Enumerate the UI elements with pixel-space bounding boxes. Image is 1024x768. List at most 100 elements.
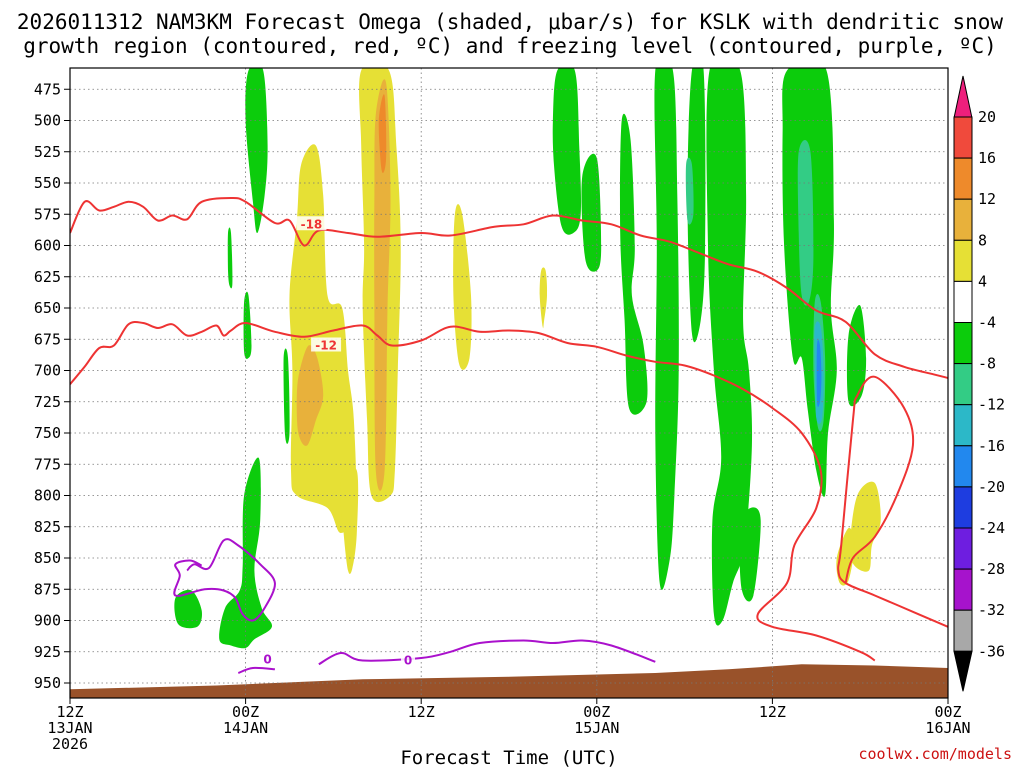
- y-tick-label-825: 825: [34, 518, 61, 536]
- colorbar-swatch: [953, 280, 973, 323]
- omega-region-teal: [797, 139, 814, 306]
- colorbar-swatch: [953, 527, 973, 570]
- contour-label-bg: [311, 337, 342, 352]
- colorbar-swatch: [953, 157, 973, 200]
- y-tick-label-800: 800: [34, 487, 61, 505]
- colorbar-label: -32: [978, 601, 1005, 619]
- omega-region-green: [687, 68, 706, 343]
- contour--18c-isotherm: [70, 196, 948, 379]
- contour-label: -18: [301, 217, 323, 231]
- omega-region-green: [243, 291, 252, 359]
- y-tick-label-525: 525: [34, 143, 61, 161]
- colorbar-label: -28: [978, 560, 1005, 578]
- omega-region-green: [552, 68, 582, 235]
- omega-region-green: [846, 305, 867, 407]
- omega-region-green: [581, 153, 602, 272]
- contour-label-bg: [296, 216, 327, 231]
- y-tick-label-850: 850: [34, 549, 61, 567]
- omega-region-darkorange: [378, 94, 387, 173]
- contour-label: 0: [404, 654, 412, 668]
- omega-region-green: [739, 507, 761, 602]
- credit-link[interactable]: coolwx.com/models: [858, 745, 1012, 763]
- x-tick-label: 00Z: [232, 703, 259, 721]
- x-tick-label: 00Z: [934, 703, 961, 721]
- x-tick-label: 12Z: [759, 703, 786, 721]
- colorbar-swatch: [953, 568, 973, 611]
- x-tick-label: 15JAN: [574, 719, 619, 737]
- chart-title-line1: 2026011312 NAM3KM Forecast Omega (shaded…: [17, 10, 1004, 34]
- colorbar-label: 12: [978, 190, 996, 208]
- colorbar-label: -20: [978, 478, 1005, 496]
- x-axis-title: Forecast Time (UTC): [400, 747, 617, 768]
- omega-region-green: [219, 457, 273, 649]
- colorbar-label: -4: [978, 314, 996, 332]
- x-tick-label: 00Z: [583, 703, 610, 721]
- colorbar-swatch: [953, 445, 973, 488]
- contour--12c-isotherm-warm-loop-: [837, 375, 948, 628]
- colorbar-swatch: [953, 116, 973, 159]
- y-tick-label-675: 675: [34, 330, 61, 348]
- chart-title-line2: growth region (contoured, red, ºC) and f…: [23, 34, 997, 58]
- y-tick-label-575: 575: [34, 205, 61, 223]
- x-tick-label: 2026: [52, 735, 88, 753]
- y-tick-label-775: 775: [34, 455, 61, 473]
- omega-region-teal: [685, 157, 694, 225]
- contour-label-bg: [260, 651, 275, 666]
- colorbar-label: 16: [978, 149, 996, 167]
- colorbar-swatch: [953, 198, 973, 241]
- y-tick-label-950: 950: [34, 674, 61, 692]
- y-tick-label-550: 550: [34, 174, 61, 192]
- contour-0c-isotherm-low-: [318, 639, 656, 666]
- omega-region-green: [245, 68, 268, 234]
- y-tick-label-900: 900: [34, 612, 61, 630]
- omega-region-blue: [816, 339, 822, 408]
- x-tick-label: 12Z: [408, 703, 435, 721]
- colorbar-label: 8: [978, 231, 987, 249]
- omega-region-yellow: [836, 527, 855, 586]
- contour-label: -12: [315, 339, 337, 353]
- omega-region-orange: [296, 345, 324, 446]
- omega-region-green: [619, 113, 648, 415]
- x-tick-label: 12Z: [56, 703, 83, 721]
- plot-frame: [69, 67, 949, 699]
- y-tick-label-500: 500: [34, 112, 61, 130]
- colorbar-label: -8: [978, 355, 996, 373]
- omega-region-green: [706, 68, 753, 626]
- y-tick-label-475: 475: [34, 80, 61, 98]
- y-tick-label-875: 875: [34, 580, 61, 598]
- colorbar-label: 20: [978, 108, 996, 126]
- y-tick-label-925: 925: [34, 643, 61, 661]
- colorbar-swatch: [953, 609, 973, 652]
- colorbar-bottom-arrow: [953, 650, 973, 692]
- x-tick-label: 14JAN: [223, 719, 268, 737]
- y-tick-label-750: 750: [34, 424, 61, 442]
- y-tick-label-625: 625: [34, 268, 61, 286]
- colorbar-swatch: [953, 404, 973, 447]
- contour-label-bg: [401, 652, 416, 667]
- terrain-ground: [70, 664, 948, 698]
- omega-region-yellow: [849, 481, 881, 572]
- y-tick-label-725: 725: [34, 393, 61, 411]
- omega-region-green: [227, 227, 233, 289]
- x-tick-label: 16JAN: [925, 719, 970, 737]
- omega-region-yellow: [340, 467, 359, 574]
- omega-region-green: [654, 68, 679, 590]
- y-tick-label-650: 650: [34, 299, 61, 317]
- x-tick-label: 13JAN: [47, 719, 92, 737]
- colorbar-swatch: [953, 322, 973, 365]
- y-tick-label-600: 600: [34, 237, 61, 255]
- colorbar-label: 4: [978, 272, 987, 290]
- colorbar-label: -16: [978, 437, 1005, 455]
- omega-region-orange: [374, 79, 391, 491]
- contour--12c-isotherm: [70, 321, 876, 662]
- colorbar-label: -36: [978, 642, 1005, 660]
- omega-region-green: [174, 589, 203, 629]
- colorbar-label: -24: [978, 519, 1005, 537]
- colorbar-label: -12: [978, 396, 1005, 414]
- contour-0c-isotherm-bl-: [237, 666, 275, 674]
- contour-0c-isotherm: [173, 538, 276, 622]
- omega-region-yellow: [539, 267, 548, 329]
- omega-region-green: [283, 348, 290, 444]
- colorbar-swatch: [953, 486, 973, 529]
- colorbar-swatch: [953, 363, 973, 406]
